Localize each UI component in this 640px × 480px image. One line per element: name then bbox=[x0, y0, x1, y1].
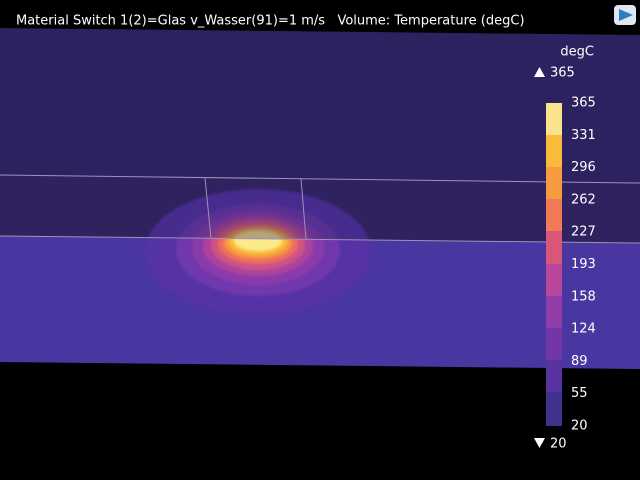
legend-tick-label: 55 bbox=[571, 386, 588, 401]
app-icon[interactable] bbox=[614, 5, 636, 25]
legend-band bbox=[546, 199, 562, 232]
legend-band bbox=[546, 167, 562, 200]
legend-band bbox=[546, 103, 562, 136]
legend-tick-label: 193 bbox=[571, 257, 596, 272]
legend-unit: degC bbox=[560, 45, 594, 60]
legend-min: 20 bbox=[550, 437, 567, 452]
legend-band bbox=[546, 392, 562, 426]
legend-band bbox=[546, 264, 562, 297]
max-marker bbox=[534, 67, 545, 77]
legend-band bbox=[546, 296, 562, 329]
color-legend bbox=[546, 103, 562, 426]
icon-glyph[interactable] bbox=[619, 9, 633, 21]
legend-tick-label: 89 bbox=[571, 354, 588, 369]
glass-overlay bbox=[0, 175, 640, 243]
plot-title: Material Switch 1(2)=Glas v_Wasser(91)=1… bbox=[16, 14, 525, 29]
legend-tick-label: 124 bbox=[571, 322, 596, 337]
legend-tick-label: 262 bbox=[571, 192, 596, 207]
legend-band bbox=[546, 360, 562, 393]
legend-tick-label: 20 bbox=[571, 419, 588, 434]
legend-tick-label: 227 bbox=[571, 225, 596, 240]
legend-max: 365 bbox=[550, 66, 575, 81]
edge-line bbox=[0, 174, 640, 184]
hotspot bbox=[145, 189, 371, 315]
legend-band bbox=[546, 135, 562, 168]
legend-tick-label: 331 bbox=[571, 128, 596, 143]
edge-line bbox=[204, 177, 212, 239]
edge-line bbox=[300, 178, 307, 240]
legend-tick-label: 158 bbox=[571, 289, 596, 304]
upper-plane bbox=[0, 28, 640, 183]
legend-tick-label: 365 bbox=[571, 96, 596, 111]
edge-line bbox=[0, 235, 640, 244]
legend-band bbox=[546, 231, 562, 264]
min-marker bbox=[534, 438, 545, 448]
legend-band bbox=[546, 328, 562, 361]
contour bbox=[234, 231, 282, 251]
legend-tick-label: 296 bbox=[571, 160, 596, 175]
